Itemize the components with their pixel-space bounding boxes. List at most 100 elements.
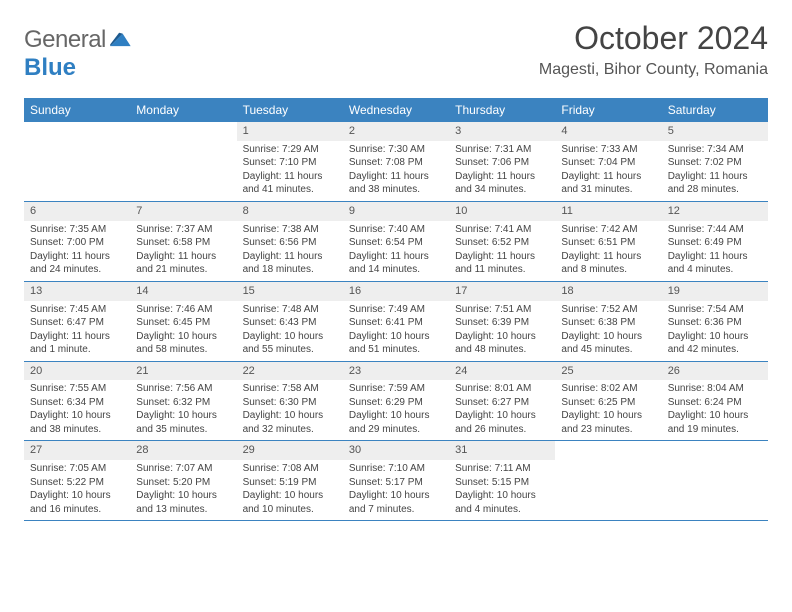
day-body: Sunrise: 7:51 AMSunset: 6:39 PMDaylight:… xyxy=(449,301,555,361)
calendar-cell: 17Sunrise: 7:51 AMSunset: 6:39 PMDayligh… xyxy=(449,282,555,361)
sunset-text: Sunset: 7:10 PM xyxy=(243,156,337,170)
calendar-cell: 31Sunrise: 7:11 AMSunset: 5:15 PMDayligh… xyxy=(449,441,555,520)
day-number: 2 xyxy=(343,122,449,141)
sunset-text: Sunset: 6:56 PM xyxy=(243,236,337,250)
sunrise-text: Sunrise: 7:46 AM xyxy=(136,303,230,317)
day-number: 26 xyxy=(662,362,768,381)
calendar-cell: 12Sunrise: 7:44 AMSunset: 6:49 PMDayligh… xyxy=(662,202,768,281)
sunset-text: Sunset: 6:54 PM xyxy=(349,236,443,250)
daylight-text: Daylight: 11 hours and 31 minutes. xyxy=(561,170,655,197)
sunrise-text: Sunrise: 7:08 AM xyxy=(243,462,337,476)
daylight-text: Daylight: 11 hours and 1 minute. xyxy=(30,330,124,357)
sunrise-text: Sunrise: 7:07 AM xyxy=(136,462,230,476)
day-body: Sunrise: 7:48 AMSunset: 6:43 PMDaylight:… xyxy=(237,301,343,361)
day-body: Sunrise: 7:40 AMSunset: 6:54 PMDaylight:… xyxy=(343,221,449,281)
day-body: Sunrise: 7:10 AMSunset: 5:17 PMDaylight:… xyxy=(343,460,449,520)
daylight-text: Daylight: 10 hours and 13 minutes. xyxy=(136,489,230,516)
day-body: Sunrise: 7:35 AMSunset: 7:00 PMDaylight:… xyxy=(24,221,130,281)
day-number: 25 xyxy=(555,362,661,381)
logo: GeneralBlue xyxy=(24,20,132,82)
sunset-text: Sunset: 6:51 PM xyxy=(561,236,655,250)
calendar-cell: 29Sunrise: 7:08 AMSunset: 5:19 PMDayligh… xyxy=(237,441,343,520)
sunset-text: Sunset: 6:30 PM xyxy=(243,396,337,410)
daylight-text: Daylight: 10 hours and 4 minutes. xyxy=(455,489,549,516)
sunset-text: Sunset: 6:25 PM xyxy=(561,396,655,410)
sunrise-text: Sunrise: 7:55 AM xyxy=(30,382,124,396)
location-text: Magesti, Bihor County, Romania xyxy=(539,61,768,79)
daylight-text: Daylight: 10 hours and 38 minutes. xyxy=(30,409,124,436)
sunrise-text: Sunrise: 7:31 AM xyxy=(455,143,549,157)
sunset-text: Sunset: 6:39 PM xyxy=(455,316,549,330)
title-block: October 2024 Magesti, Bihor County, Roma… xyxy=(539,20,768,79)
sunset-text: Sunset: 5:15 PM xyxy=(455,476,549,490)
day-number: 19 xyxy=(662,282,768,301)
sunrise-text: Sunrise: 7:37 AM xyxy=(136,223,230,237)
day-number: 14 xyxy=(130,282,236,301)
calendar-cell: 25Sunrise: 8:02 AMSunset: 6:25 PMDayligh… xyxy=(555,362,661,441)
calendar-cell: 18Sunrise: 7:52 AMSunset: 6:38 PMDayligh… xyxy=(555,282,661,361)
day-body: Sunrise: 7:59 AMSunset: 6:29 PMDaylight:… xyxy=(343,380,449,440)
day-body: Sunrise: 7:37 AMSunset: 6:58 PMDaylight:… xyxy=(130,221,236,281)
dayname-sunday: Sunday xyxy=(24,98,130,122)
day-number: 29 xyxy=(237,441,343,460)
sunset-text: Sunset: 7:04 PM xyxy=(561,156,655,170)
daylight-text: Daylight: 11 hours and 34 minutes. xyxy=(455,170,549,197)
day-number: 23 xyxy=(343,362,449,381)
sunrise-text: Sunrise: 7:05 AM xyxy=(30,462,124,476)
daylight-text: Daylight: 11 hours and 28 minutes. xyxy=(668,170,762,197)
day-body: Sunrise: 7:30 AMSunset: 7:08 PMDaylight:… xyxy=(343,141,449,201)
sunrise-text: Sunrise: 7:33 AM xyxy=(561,143,655,157)
calendar-cell: 5Sunrise: 7:34 AMSunset: 7:02 PMDaylight… xyxy=(662,122,768,201)
calendar-cell: 20Sunrise: 7:55 AMSunset: 6:34 PMDayligh… xyxy=(24,362,130,441)
week-row: 27Sunrise: 7:05 AMSunset: 5:22 PMDayligh… xyxy=(24,441,768,521)
daylight-text: Daylight: 10 hours and 23 minutes. xyxy=(561,409,655,436)
day-number: 10 xyxy=(449,202,555,221)
day-number: 1 xyxy=(237,122,343,141)
daylight-text: Daylight: 10 hours and 16 minutes. xyxy=(30,489,124,516)
day-number: 31 xyxy=(449,441,555,460)
day-number: 6 xyxy=(24,202,130,221)
daylight-text: Daylight: 11 hours and 11 minutes. xyxy=(455,250,549,277)
sunset-text: Sunset: 6:32 PM xyxy=(136,396,230,410)
calendar-cell: 22Sunrise: 7:58 AMSunset: 6:30 PMDayligh… xyxy=(237,362,343,441)
daylight-text: Daylight: 10 hours and 7 minutes. xyxy=(349,489,443,516)
sunrise-text: Sunrise: 8:01 AM xyxy=(455,382,549,396)
calendar: Sunday Monday Tuesday Wednesday Thursday… xyxy=(24,98,768,521)
day-number: 12 xyxy=(662,202,768,221)
header: GeneralBlue October 2024 Magesti, Bihor … xyxy=(24,20,768,82)
day-body: Sunrise: 7:55 AMSunset: 6:34 PMDaylight:… xyxy=(24,380,130,440)
sunrise-text: Sunrise: 7:42 AM xyxy=(561,223,655,237)
daylight-text: Daylight: 11 hours and 41 minutes. xyxy=(243,170,337,197)
day-body: Sunrise: 7:33 AMSunset: 7:04 PMDaylight:… xyxy=(555,141,661,201)
sunrise-text: Sunrise: 8:02 AM xyxy=(561,382,655,396)
calendar-cell xyxy=(130,122,236,201)
calendar-cell: 15Sunrise: 7:48 AMSunset: 6:43 PMDayligh… xyxy=(237,282,343,361)
calendar-cell: 16Sunrise: 7:49 AMSunset: 6:41 PMDayligh… xyxy=(343,282,449,361)
day-number: 24 xyxy=(449,362,555,381)
calendar-cell: 7Sunrise: 7:37 AMSunset: 6:58 PMDaylight… xyxy=(130,202,236,281)
week-row: 1Sunrise: 7:29 AMSunset: 7:10 PMDaylight… xyxy=(24,122,768,202)
daylight-text: Daylight: 11 hours and 38 minutes. xyxy=(349,170,443,197)
daylight-text: Daylight: 10 hours and 10 minutes. xyxy=(243,489,337,516)
dayname-friday: Friday xyxy=(555,98,661,122)
day-number: 9 xyxy=(343,202,449,221)
sunset-text: Sunset: 6:38 PM xyxy=(561,316,655,330)
sunset-text: Sunset: 6:58 PM xyxy=(136,236,230,250)
daylight-text: Daylight: 10 hours and 45 minutes. xyxy=(561,330,655,357)
dayname-thursday: Thursday xyxy=(449,98,555,122)
day-body: Sunrise: 8:01 AMSunset: 6:27 PMDaylight:… xyxy=(449,380,555,440)
calendar-cell: 21Sunrise: 7:56 AMSunset: 6:32 PMDayligh… xyxy=(130,362,236,441)
daylight-text: Daylight: 10 hours and 29 minutes. xyxy=(349,409,443,436)
daylight-text: Daylight: 11 hours and 18 minutes. xyxy=(243,250,337,277)
day-header-row: Sunday Monday Tuesday Wednesday Thursday… xyxy=(24,98,768,122)
sunrise-text: Sunrise: 7:41 AM xyxy=(455,223,549,237)
day-body: Sunrise: 7:49 AMSunset: 6:41 PMDaylight:… xyxy=(343,301,449,361)
month-title: October 2024 xyxy=(539,20,768,57)
logo-text-general: General xyxy=(24,26,106,54)
day-body: Sunrise: 7:29 AMSunset: 7:10 PMDaylight:… xyxy=(237,141,343,201)
calendar-cell xyxy=(555,441,661,520)
day-number: 20 xyxy=(24,362,130,381)
sunrise-text: Sunrise: 7:38 AM xyxy=(243,223,337,237)
sunrise-text: Sunrise: 7:45 AM xyxy=(30,303,124,317)
day-number: 27 xyxy=(24,441,130,460)
